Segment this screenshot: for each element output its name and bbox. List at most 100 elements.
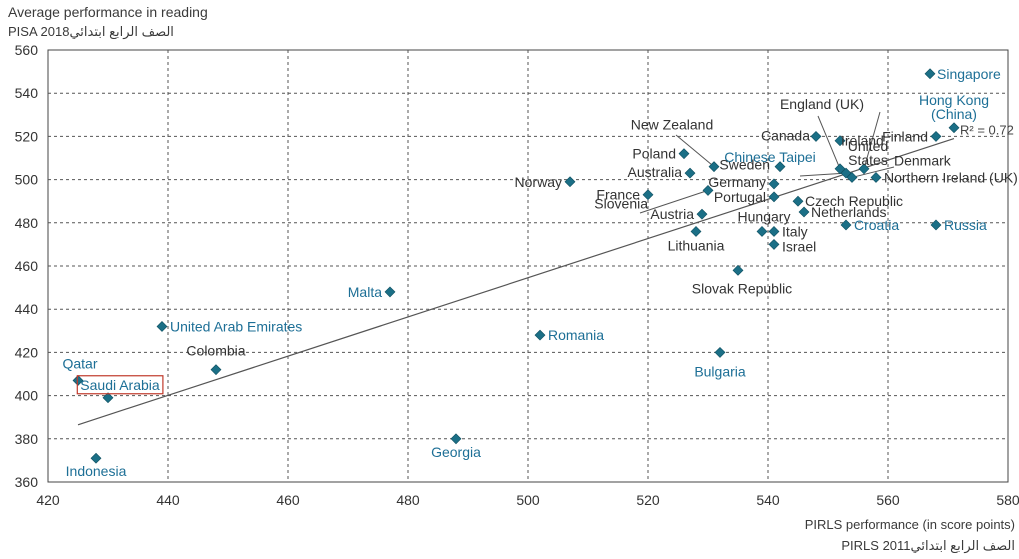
data-point-marker <box>714 346 726 358</box>
data-point-marker <box>756 226 768 237</box>
data-point-label: Italy <box>782 223 808 239</box>
data-point-label: Canada <box>761 127 810 143</box>
data-point-label: Colombia <box>186 343 245 359</box>
highlight-box <box>76 375 164 395</box>
data-point-label: Malta <box>348 284 382 300</box>
x-axis-subtitle: PIRLS 2011الصف الرابع ابتدائي <box>841 538 1015 553</box>
data-point-label: Saudi Arabia <box>80 377 160 393</box>
leader-line <box>863 111 881 169</box>
y-axis-title: Average performance in reading <box>8 4 208 20</box>
data-point-marker <box>156 321 168 332</box>
data-point-marker <box>450 433 462 445</box>
y-tick-label: 560 <box>15 42 39 58</box>
data-point-marker <box>834 135 846 147</box>
data-point-label: Qatar <box>62 355 97 371</box>
data-point-marker <box>768 191 780 203</box>
leader-line <box>799 172 847 177</box>
x-tick-label: 500 <box>516 492 540 508</box>
data-point-marker <box>684 167 696 179</box>
data-point-marker <box>564 176 576 188</box>
y-tick-label: 440 <box>15 301 39 317</box>
data-point-label: Russia <box>944 217 987 233</box>
y-tick-label: 400 <box>15 388 39 404</box>
data-point-marker <box>810 130 822 142</box>
data-point-marker <box>870 172 882 183</box>
x-tick-label: 480 <box>396 492 420 508</box>
data-point-marker <box>384 286 396 298</box>
leader-line <box>817 115 841 169</box>
data-point-label: Poland <box>632 146 676 162</box>
x-tick-label: 560 <box>876 492 900 508</box>
data-point-marker <box>210 364 222 376</box>
data-point-marker <box>774 161 786 173</box>
data-point-marker <box>690 226 702 237</box>
data-point-marker <box>930 130 942 142</box>
data-point-label: Romania <box>548 327 604 343</box>
data-point-label: New Zealand <box>631 117 714 133</box>
data-point-label: Hong Kong (China) <box>919 92 989 122</box>
data-point-label: Slovak Republic <box>692 280 792 296</box>
data-point-label: Netherlands <box>811 204 887 220</box>
data-point-label: Indonesia <box>66 463 127 479</box>
data-point-label: Bulgaria <box>694 363 746 379</box>
data-point-label: Lithuania <box>668 237 725 253</box>
data-point-marker <box>732 264 744 276</box>
data-point-label: Ireland <box>841 133 884 149</box>
y-tick-label: 420 <box>15 344 39 360</box>
x-tick-label: 460 <box>276 492 300 508</box>
data-point-marker <box>840 219 852 231</box>
data-point-marker <box>768 238 780 250</box>
data-point-marker <box>696 208 708 220</box>
x-tick-label: 580 <box>996 492 1019 508</box>
y-tick-label: 480 <box>15 215 39 231</box>
data-point-marker <box>840 167 852 179</box>
data-point-marker <box>768 226 780 237</box>
data-point-marker <box>72 375 84 386</box>
y-tick-label: 540 <box>15 85 39 101</box>
data-point-label: France <box>596 187 640 203</box>
data-point-label: Chinese Taipei <box>724 149 816 165</box>
data-point-label: Australia <box>628 164 683 180</box>
data-point-marker <box>708 161 720 173</box>
data-point-label: Croatia <box>854 217 899 233</box>
y-tick-label: 520 <box>15 128 39 144</box>
data-point-label: Czech Republic <box>805 193 903 209</box>
x-axis-title: PIRLS performance (in score points) <box>804 517 1015 532</box>
data-point-label: United Arab Emirates <box>170 318 302 334</box>
data-point-label: England (UK) <box>780 96 864 112</box>
data-point-label: Hungary <box>738 208 791 224</box>
data-point-marker <box>948 122 960 134</box>
data-point-label: Sweden <box>719 157 770 173</box>
data-point-marker <box>768 178 780 190</box>
trend-line <box>77 137 955 426</box>
data-point-label: Portugal <box>714 189 766 205</box>
y-tick-label: 500 <box>15 172 39 188</box>
y-tick-label: 460 <box>15 258 39 274</box>
x-tick-label: 440 <box>156 492 180 508</box>
r-squared-label: R² = 0.72 <box>960 123 1014 138</box>
y-axis-subtitle: PISA 2018الصف الرابع ابتدائي <box>8 24 174 39</box>
x-tick-label: 540 <box>756 492 780 508</box>
data-point-label: Israel <box>782 238 816 254</box>
data-point-label: Georgia <box>431 444 481 460</box>
data-point-label: Austria <box>650 206 694 222</box>
data-point-label: Finland <box>882 128 928 144</box>
data-point-label: Singapore <box>937 66 1001 82</box>
data-point-marker <box>702 184 714 196</box>
data-point-marker <box>534 329 546 341</box>
y-tick-label: 360 <box>15 474 39 490</box>
data-point-marker <box>678 148 690 160</box>
data-point-label: United States <box>848 138 888 168</box>
x-tick-label: 420 <box>36 492 60 508</box>
data-point-label: Germany <box>708 174 766 190</box>
data-point-label: Denmark <box>894 152 952 168</box>
data-point-marker <box>792 195 804 207</box>
y-tick-label: 380 <box>15 431 39 447</box>
x-tick-label: 520 <box>636 492 660 508</box>
data-point-label: Northern Ireland (UK) <box>884 169 1018 185</box>
data-point-marker <box>90 452 102 464</box>
data-point-label: Norway <box>515 174 562 190</box>
data-point-marker <box>642 189 654 201</box>
leader-line <box>639 189 709 214</box>
